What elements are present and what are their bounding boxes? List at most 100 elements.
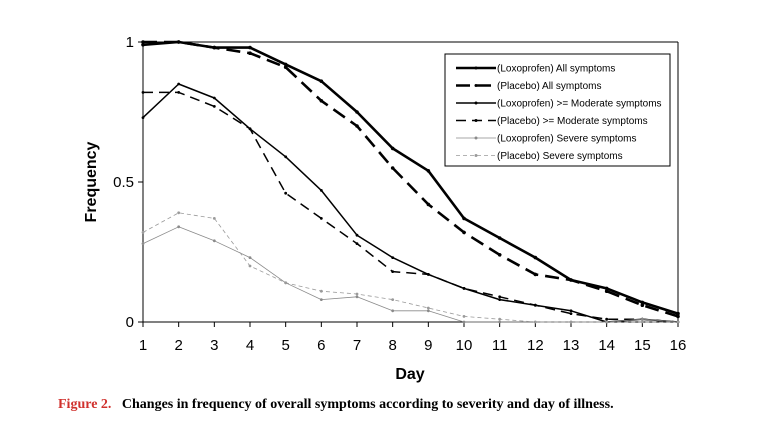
data-point — [676, 320, 680, 324]
x-tick-label: 13 — [563, 337, 580, 354]
data-point — [462, 230, 466, 235]
x-tick-label: 16 — [670, 337, 687, 354]
data-point — [426, 306, 430, 310]
data-point — [462, 287, 466, 290]
series-line-6 — [142, 212, 678, 323]
x-tick-label: 6 — [317, 337, 325, 354]
data-point — [248, 45, 252, 50]
data-point — [533, 320, 537, 324]
data-point — [605, 317, 609, 321]
data-point — [390, 166, 395, 170]
data-point — [141, 40, 145, 44]
data-point — [391, 298, 395, 301]
data-point — [248, 127, 252, 131]
data-point — [319, 298, 323, 301]
data-point — [212, 45, 217, 50]
data-point — [533, 255, 538, 260]
x-tick-label: 14 — [598, 337, 615, 354]
data-point — [462, 315, 466, 318]
data-point — [604, 289, 609, 294]
data-point — [355, 124, 359, 128]
legend-marker — [474, 136, 478, 140]
data-point — [533, 272, 538, 277]
data-point — [212, 105, 216, 108]
data-point — [533, 303, 537, 307]
data-point — [283, 62, 288, 67]
x-tick-label: 12 — [527, 337, 544, 354]
data-point — [177, 225, 181, 229]
legend-marker — [474, 154, 478, 157]
data-point — [248, 51, 252, 55]
data-point — [604, 286, 609, 291]
data-point — [177, 211, 181, 215]
legend-marker — [474, 119, 478, 122]
data-point — [498, 298, 502, 301]
data-point — [676, 314, 680, 319]
legend: (Loxoprofen) All symptoms (Placebo) All s… — [444, 53, 671, 167]
series-line-5 — [142, 226, 679, 323]
data-point — [177, 91, 181, 94]
data-point — [640, 300, 645, 305]
data-point — [391, 309, 395, 313]
data-point — [355, 295, 359, 299]
data-point — [676, 311, 680, 316]
data-point — [355, 242, 359, 246]
data-point — [426, 202, 431, 207]
legend-marker — [474, 66, 478, 70]
x-tick-label: 4 — [246, 337, 254, 354]
data-point — [640, 320, 644, 324]
data-point — [212, 239, 216, 243]
data-point — [390, 146, 395, 151]
data-point — [355, 110, 359, 114]
data-point — [569, 320, 573, 324]
data-point — [141, 242, 145, 246]
figure-caption-text: Changes in frequency of overall symptoms… — [121, 397, 614, 412]
legend-label: (Placebo) Severe symptoms — [497, 151, 623, 162]
data-point — [426, 169, 431, 173]
data-point — [605, 320, 609, 324]
y-tick-label: 1 — [126, 34, 134, 51]
x-tick-label: 11 — [492, 337, 508, 354]
data-point — [319, 79, 324, 83]
y-axis-title: Frequency — [83, 141, 100, 222]
figure-caption-label: Figure 2. — [58, 397, 112, 412]
data-point — [283, 65, 288, 69]
series-lines — [141, 40, 680, 324]
data-point — [284, 191, 288, 195]
x-axis-title: Day — [395, 366, 424, 383]
x-tick-label: 15 — [634, 337, 651, 354]
axes: 00.511 2 3 4 5 6 7 8 9 10 11 12 13 14 15 16 — [113, 34, 686, 354]
data-point — [176, 40, 181, 44]
legend-label: (Placebo) All symptoms — [497, 81, 601, 92]
y-tick-label: 0 — [126, 314, 134, 331]
data-point — [319, 189, 323, 192]
data-point — [177, 82, 181, 86]
data-point — [141, 116, 145, 119]
legend-label: (Placebo) >= Moderate symptoms — [497, 116, 648, 127]
data-point — [212, 217, 216, 220]
series-line-3 — [142, 83, 679, 323]
data-point — [248, 264, 252, 268]
data-point — [319, 289, 323, 293]
data-point — [284, 281, 288, 285]
data-point — [426, 273, 430, 276]
data-point — [284, 155, 288, 159]
x-tick-label: 9 — [424, 337, 432, 354]
data-point — [462, 320, 466, 324]
data-point — [640, 317, 644, 321]
data-point — [497, 253, 502, 257]
data-point — [391, 270, 395, 273]
data-point — [355, 292, 359, 296]
legend-marker — [474, 84, 478, 87]
data-point — [569, 312, 573, 315]
series-line-2 — [143, 40, 679, 318]
x-tick-label: 8 — [388, 337, 396, 354]
x-tick-label: 10 — [456, 337, 473, 354]
line-chart: 00.511 2 3 4 5 6 7 8 9 10 11 12 13 14 15 16 (Loxoprofen… — [83, 34, 686, 383]
data-point — [141, 91, 145, 94]
series-line-1 — [142, 40, 679, 315]
y-tick-label: 0.5 — [113, 174, 134, 191]
data-point — [355, 233, 359, 237]
x-tick-label: 2 — [174, 337, 182, 354]
